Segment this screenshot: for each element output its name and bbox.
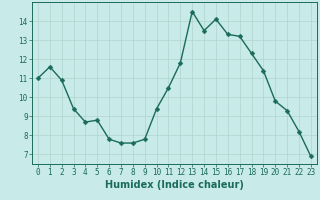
X-axis label: Humidex (Indice chaleur): Humidex (Indice chaleur) — [105, 180, 244, 190]
